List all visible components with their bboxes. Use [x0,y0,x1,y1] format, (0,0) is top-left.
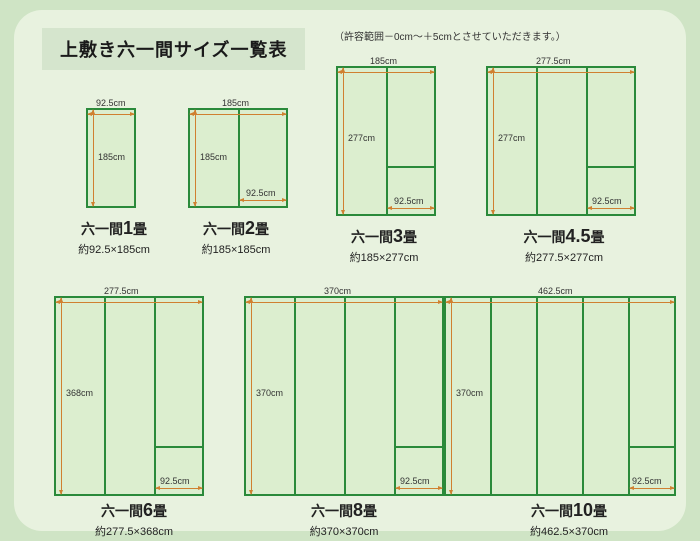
height-label: 277cm [498,133,525,143]
width-arrow [56,302,202,303]
height-arrow [343,68,344,214]
div-v2 [154,298,156,494]
tolerance-note: （許容範囲－0cm～＋5cmとさせていただきます。） [334,28,566,43]
height-label: 185cm [200,152,227,162]
unit-10jo: 462.5cm 370cm 92.5cm [464,278,700,528]
height-label: 185cm [98,152,125,162]
tatami-width-arrow [588,208,634,209]
height-label: 370cm [256,388,283,398]
unit-6jo: 277.5cm 368cm 92.5cm [42,278,242,528]
width-arrow [488,72,634,73]
width-arrow [88,114,134,115]
height-arrow [93,110,94,206]
tatami-width-arrow [156,488,202,489]
tatami-width-label: 92.5cm [160,476,190,486]
height-arrow [251,298,252,494]
width-label: 185cm [222,98,249,108]
caption: 六一間3畳 約185×277cm [324,226,444,265]
width-label: 185cm [370,56,397,66]
height-arrow [451,298,452,494]
caption: 六一間1畳 約92.5×185cm [64,218,164,257]
divider [386,68,388,214]
caption: 六一間4.5畳 約277.5×277cm [494,226,634,265]
width-arrow [338,72,434,73]
tatami-width-label: 92.5cm [394,196,424,206]
width-label: 370cm [324,286,351,296]
tatami-width-arrow [396,488,442,489]
title-text: 上敷き六一間サイズ一覧表 [60,40,287,60]
div-v2 [536,298,538,494]
tatami-width-label: 92.5cm [632,476,662,486]
height-arrow [493,68,494,214]
height-arrow [195,110,196,206]
tatami-width-arrow [240,200,286,201]
div-h [630,446,674,448]
width-label: 462.5cm [538,286,573,296]
width-label: 92.5cm [96,98,126,108]
tatami-width-arrow [630,488,674,489]
div-v1 [104,298,106,494]
caption: 六一間2畳 約185×185cm [176,218,296,257]
caption-8jo: 六一間8畳 約370×370cm [274,500,414,539]
caption-6jo: 六一間6畳 約277.5×368cm [64,500,204,539]
div-v3 [582,298,584,494]
div-v1 [490,298,492,494]
tatami-width-arrow [388,208,434,209]
main-panel: 上敷き六一間サイズ一覧表 （許容範囲－0cm～＋5cmとさせていただきます。） … [14,10,686,531]
div-v2 [586,68,588,214]
width-label: 277.5cm [104,286,139,296]
height-arrow [61,298,62,494]
divider [238,110,240,206]
height-label: 370cm [456,388,483,398]
div-v1 [536,68,538,214]
width-label: 277.5cm [536,56,571,66]
div-v2 [344,298,346,494]
div-h [156,446,202,448]
unit-3jo: 185cm 277cm 92.5cm 六一間3畳 約185×277cm [324,48,474,263]
unit-8jo: 370cm 370cm 92.5cm [232,278,462,528]
width-arrow [190,114,286,115]
div-v1 [294,298,296,494]
unit-1jo: 92.5cm 185cm 六一間1畳 約92.5×185cm [74,90,174,260]
tatami-width-label: 92.5cm [400,476,430,486]
tatami-width-label: 92.5cm [246,188,276,198]
div-h [396,446,442,448]
unit-4-5jo: 277.5cm 277cm 92.5cm 六一間4.5畳 約277.5×277c… [474,48,674,263]
tatami-width-label: 92.5cm [592,196,622,206]
unit-2jo: 185cm 185cm 92.5cm 六一間2畳 約185×185cm [176,90,316,260]
height-label: 277cm [348,133,375,143]
div-h [588,166,634,168]
height-label: 368cm [66,388,93,398]
width-arrow [446,302,674,303]
title-box: 上敷き六一間サイズ一覧表 [42,28,305,70]
div-v4 [628,298,630,494]
div-v3 [394,298,396,494]
width-arrow [246,302,442,303]
divider-h [388,166,434,168]
caption-10jo: 六一間10畳 約462.5×370cm [494,500,644,539]
